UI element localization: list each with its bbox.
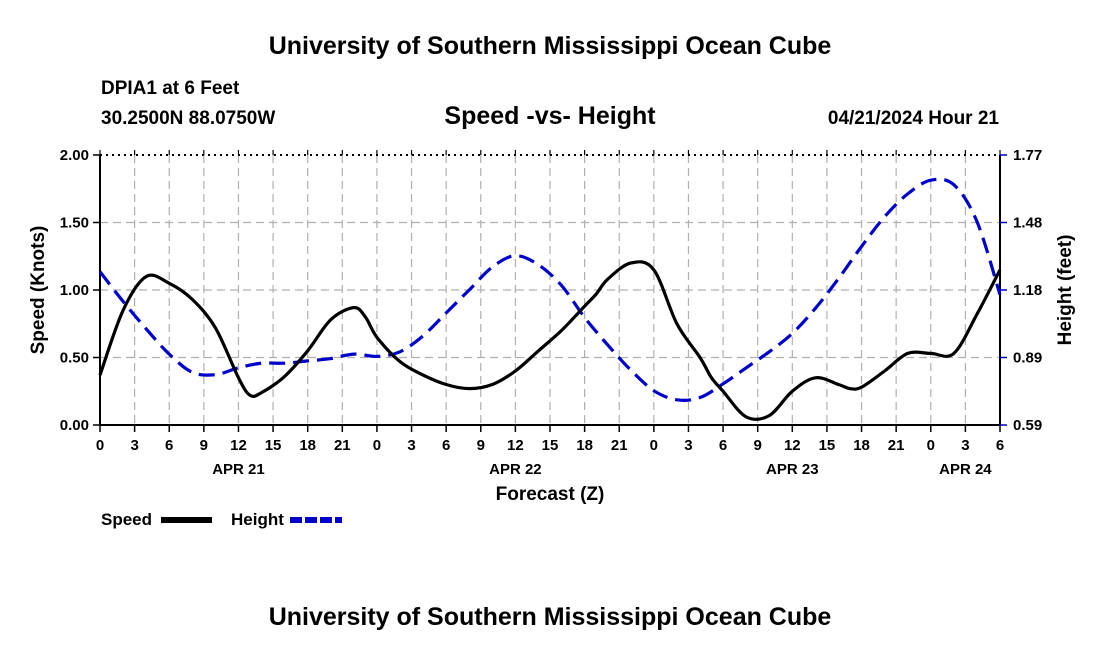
- y-tick-label: 1.50: [60, 215, 89, 232]
- date-labels: APR 21 APR 22 APR 23 APR 24: [212, 461, 992, 478]
- x-tick-labels: 0 3 6 9 12 15 18 21 0 3 6 9 12 15 18 21 0 3 6 9 12 15 18 21 0 3 6: [96, 437, 1004, 454]
- speed-series-line: [98, 260, 1002, 421]
- y-right-tick-labels: 0.59 0.89 1.18 1.48 1.77: [1013, 147, 1042, 434]
- x-tick-label: 18: [853, 437, 870, 454]
- date-label: APR 21: [212, 461, 265, 478]
- x-tick-label: 6: [165, 437, 173, 454]
- x-tick-label: 12: [507, 437, 524, 454]
- x-tick-label: 0: [927, 437, 935, 454]
- station-label: DPIA1 at 6 Feet: [101, 78, 240, 99]
- x-tick-label: 0: [96, 437, 104, 454]
- legend: Speed Height: [101, 510, 342, 529]
- x-tick-label: 6: [996, 437, 1004, 454]
- x-tick-label: 3: [684, 437, 692, 454]
- y-axis-title: Speed (Knots): [28, 226, 49, 355]
- x-tick-label: 12: [784, 437, 801, 454]
- x-axis-title: Forecast (Z): [496, 484, 605, 505]
- y-right-tick-label: 1.18: [1013, 282, 1042, 299]
- x-tick-label: 21: [888, 437, 905, 454]
- y-right-tick-label: 0.59: [1013, 417, 1042, 434]
- legend-speed-label: Speed: [101, 510, 152, 529]
- x-tick-label: 12: [230, 437, 247, 454]
- x-tick-label: 15: [819, 437, 836, 454]
- y-tick-label: 0.00: [60, 417, 89, 434]
- x-tick-label: 9: [200, 437, 208, 454]
- x-tick-label: 3: [407, 437, 415, 454]
- chart-subtitle: Speed -vs- Height: [444, 102, 656, 130]
- x-tick-label: 0: [373, 437, 381, 454]
- grid-lines: [100, 155, 1000, 425]
- y-right-tick-label: 0.89: [1013, 350, 1042, 367]
- y-right-tick-label: 1.48: [1013, 215, 1042, 232]
- height-series-line: [98, 177, 1002, 402]
- series-layer: [98, 177, 1002, 421]
- forecast-datetime: 04/21/2024 Hour 21: [828, 108, 1000, 129]
- page-title: University of Southern Mississippi Ocean…: [269, 32, 832, 60]
- x-tick-label: 15: [542, 437, 559, 454]
- x-tick-label: 21: [611, 437, 628, 454]
- x-tick-label: 6: [442, 437, 450, 454]
- y-tick-labels: 0.00 0.50 1.00 1.50 2.00: [60, 147, 89, 434]
- legend-height-label: Height: [231, 510, 284, 529]
- x-tick-label: 3: [961, 437, 969, 454]
- y-tick-label: 2.00: [60, 147, 89, 164]
- x-tick-label: 18: [299, 437, 316, 454]
- y-right-tick-label: 1.77: [1013, 147, 1042, 164]
- date-label: APR 23: [766, 461, 819, 478]
- x-tick-label: 9: [754, 437, 762, 454]
- x-tick-label: 9: [477, 437, 485, 454]
- y-tick-label: 0.50: [60, 350, 89, 367]
- footer-title: University of Southern Mississippi Ocean…: [269, 603, 832, 631]
- x-tick-label: 0: [650, 437, 658, 454]
- x-tick-label: 18: [576, 437, 593, 454]
- y-tick-label: 1.00: [60, 282, 89, 299]
- coordinates-label: 30.2500N 88.0750W: [101, 108, 275, 129]
- tick-marks: [93, 150, 1007, 432]
- x-tick-label: 6: [719, 437, 727, 454]
- date-label: APR 22: [489, 461, 542, 478]
- x-tick-label: 15: [265, 437, 282, 454]
- x-tick-label: 3: [130, 437, 138, 454]
- x-tick-label: 21: [334, 437, 351, 454]
- date-label: APR 24: [939, 461, 992, 478]
- y-right-axis-title: Height (feet): [1055, 235, 1076, 346]
